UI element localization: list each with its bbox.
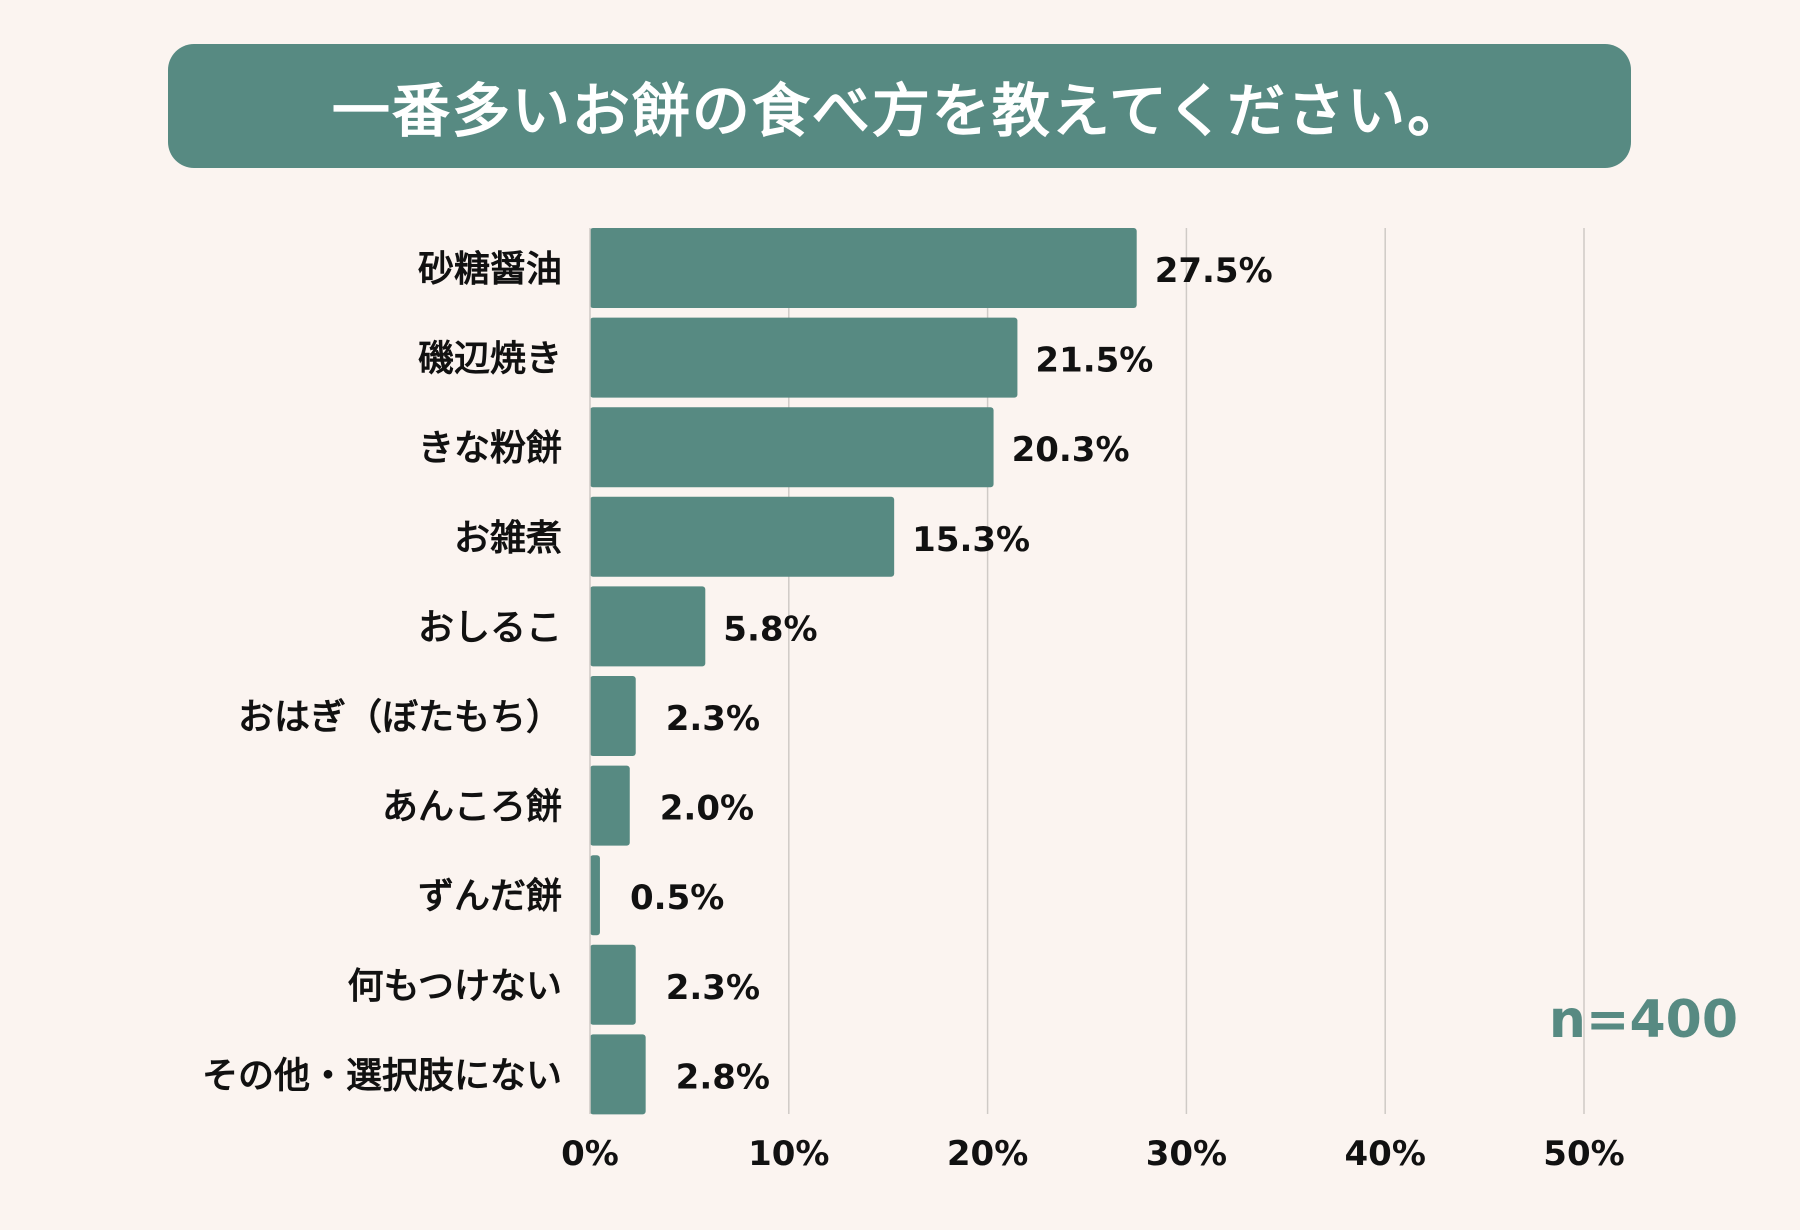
value-label: 2.3% — [666, 968, 760, 1008]
category-label: おしるこ — [418, 607, 562, 648]
x-tick-label: 50% — [1543, 1134, 1624, 1174]
category-label: ずんだ餅 — [418, 876, 562, 917]
value-label: 2.8% — [676, 1057, 770, 1097]
category-label: きな粉餅 — [418, 428, 562, 469]
value-label: 15.3% — [912, 520, 1030, 560]
x-tick-label: 10% — [748, 1134, 829, 1174]
bar — [590, 407, 994, 488]
x-tick-label: 20% — [947, 1134, 1028, 1174]
bar — [590, 317, 1018, 398]
bar — [590, 944, 636, 1025]
value-label: 2.3% — [666, 699, 760, 739]
category-label: 何もつけない — [347, 966, 562, 1007]
x-tick-label: 0% — [561, 1134, 619, 1174]
bar — [590, 676, 636, 756]
bar — [590, 765, 630, 846]
value-label: 0.5% — [630, 878, 724, 918]
value-label: 27.5% — [1155, 251, 1273, 291]
category-label: その他・選択肢にない — [202, 1055, 562, 1096]
x-tick-label: 40% — [1345, 1134, 1426, 1174]
bar — [590, 496, 895, 577]
bar — [590, 1034, 646, 1115]
bar — [590, 228, 1137, 308]
sample-size-label: n=400 — [1548, 990, 1738, 1050]
category-label: お雑煮 — [454, 518, 562, 559]
value-label: 2.0% — [660, 789, 754, 829]
category-label: 磯辺焼き — [418, 339, 562, 380]
title-banner: 一番多いお餅の食べ方を教えてください。 — [168, 44, 1631, 168]
value-label: 21.5% — [1035, 341, 1153, 381]
category-label: あんころ餅 — [382, 787, 562, 828]
value-label: 5.8% — [723, 609, 817, 649]
x-tick-label: 30% — [1146, 1134, 1227, 1174]
bar — [590, 855, 600, 936]
category-label: 砂糖醤油 — [418, 249, 562, 290]
category-label: おはぎ（ぼたもち） — [238, 697, 562, 738]
chart-title: 一番多いお餅の食べ方を教えてください。 — [331, 77, 1468, 145]
bar — [590, 586, 706, 667]
value-label: 20.3% — [1012, 430, 1130, 470]
